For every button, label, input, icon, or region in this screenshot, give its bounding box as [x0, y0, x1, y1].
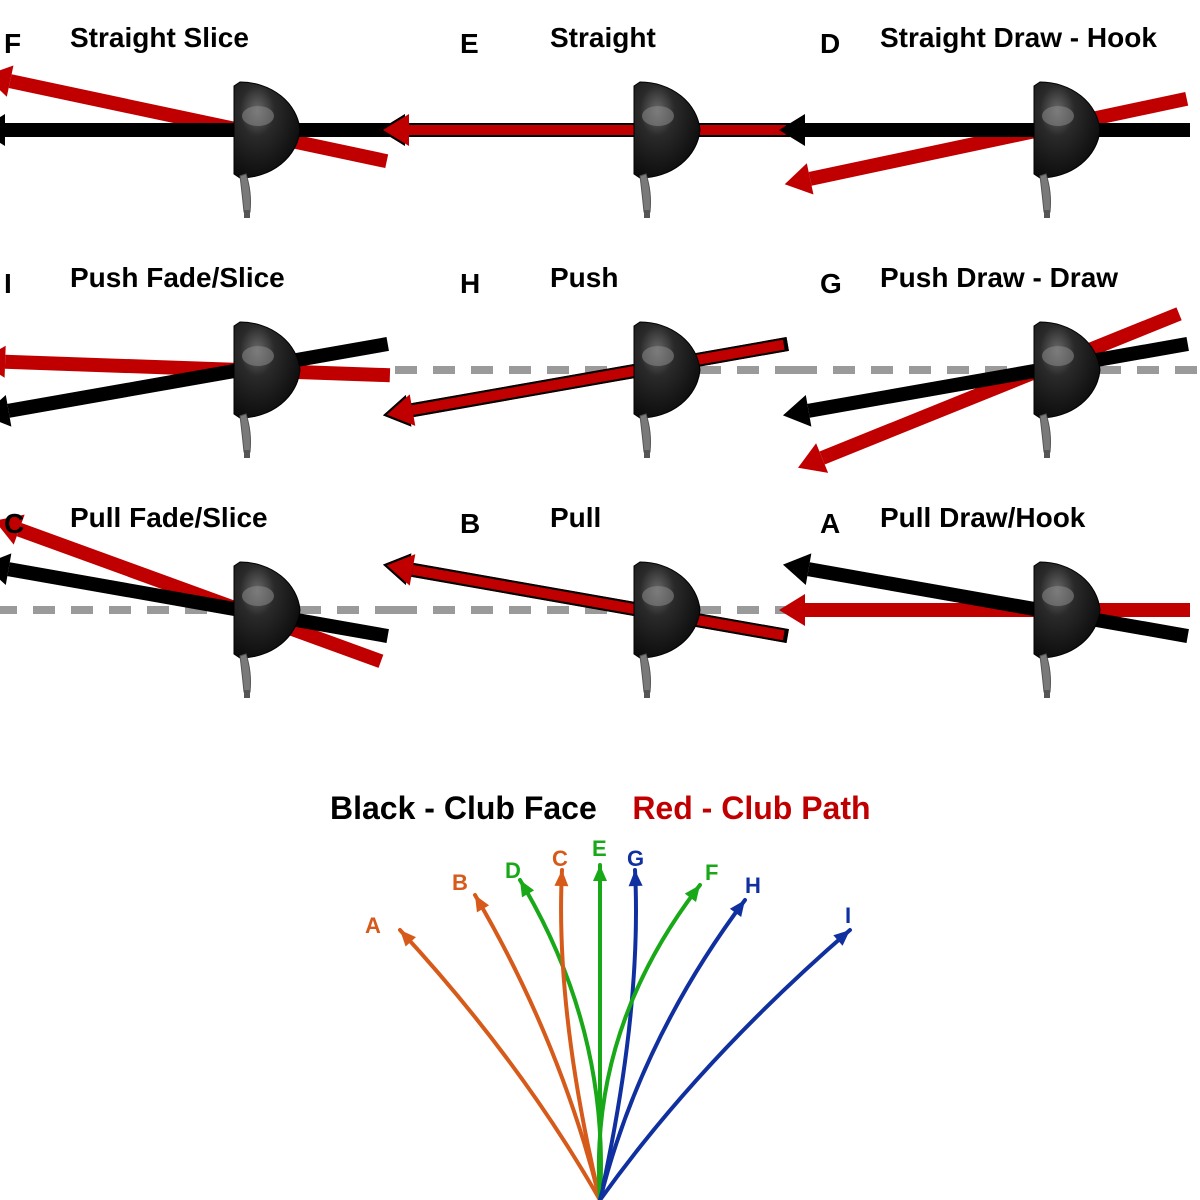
panel-title-F: Straight Slice: [70, 22, 249, 54]
panel-title-C: Pull Fade/Slice: [70, 502, 268, 534]
panel-title-A: Pull Draw/Hook: [880, 502, 1085, 534]
flight-label-H: H: [745, 873, 761, 899]
flight-label-G: G: [627, 846, 644, 872]
panel-I: [0, 322, 390, 458]
diagram-canvas: [0, 0, 1200, 1200]
flight-label-C: C: [552, 846, 568, 872]
panel-G: [780, 299, 1200, 483]
panel-D: [779, 82, 1190, 218]
panel-letter-I: I: [4, 268, 12, 300]
panel-letter-D: D: [820, 28, 840, 60]
panel-H: [380, 322, 800, 458]
panel-C: [0, 506, 400, 698]
panel-E: [379, 82, 790, 218]
panel-letter-E: E: [460, 28, 479, 60]
panel-letter-A: A: [820, 508, 840, 540]
panel-A: [779, 549, 1190, 698]
flight-label-F: F: [705, 860, 718, 886]
legend-red: Red - Club Path: [632, 790, 870, 826]
panel-title-E: Straight: [550, 22, 656, 54]
panel-title-H: Push: [550, 262, 618, 294]
panel-letter-H: H: [460, 268, 480, 300]
legend-black: Black - Club Face: [330, 790, 597, 826]
panel-letter-F: F: [4, 28, 21, 60]
flight-label-I: I: [845, 903, 851, 929]
panel-title-D: Straight Draw - Hook: [880, 22, 1157, 54]
panel-F: [0, 60, 390, 218]
panel-letter-G: G: [820, 268, 842, 300]
panel-B: [380, 549, 800, 698]
flight-label-E: E: [592, 836, 607, 862]
flight-label-B: B: [452, 870, 468, 896]
panel-letter-C: C: [4, 508, 24, 540]
panel-title-B: Pull: [550, 502, 601, 534]
flight-label-D: D: [505, 858, 521, 884]
panel-title-G: Push Draw - Draw: [880, 262, 1118, 294]
flight-label-A: A: [365, 913, 381, 939]
panel-title-I: Push Fade/Slice: [70, 262, 285, 294]
panel-letter-B: B: [460, 508, 480, 540]
